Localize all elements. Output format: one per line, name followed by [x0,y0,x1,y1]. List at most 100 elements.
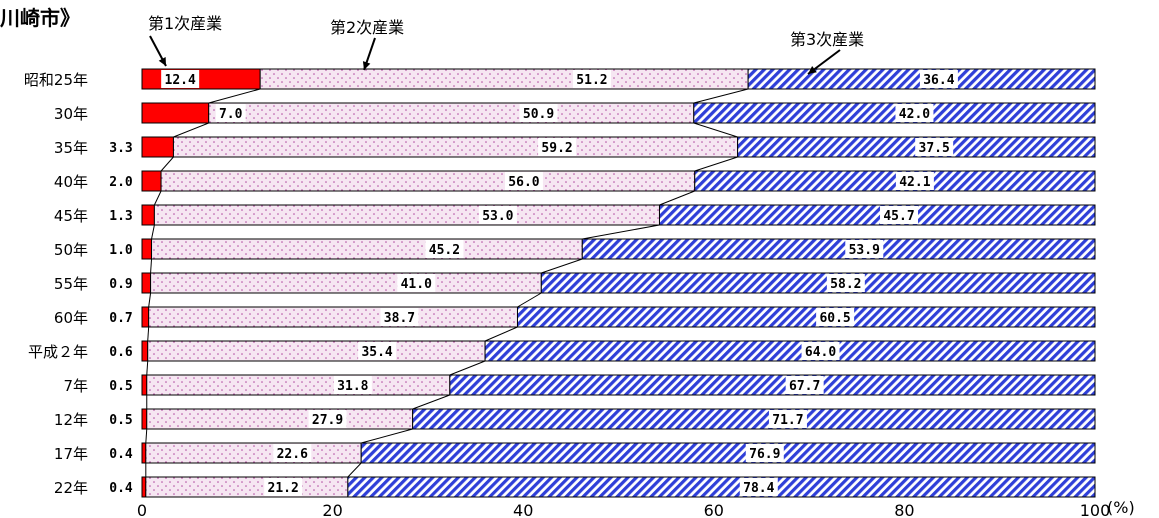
category-label: 22年 [54,479,88,497]
data-label-secondary-bg [478,206,517,224]
data-label-primary: 0.6 [109,345,133,360]
bar-primary [141,374,148,396]
series-line-primary [208,88,261,104]
data-label-secondary-bg [504,172,543,190]
data-label-tertiary: 58.2 [830,277,861,292]
category-label: 30年 [54,105,88,123]
bar-tertiary [658,204,1096,226]
bar-tertiary [516,306,1096,328]
bar-secondary [259,68,749,90]
data-label-tertiary: 42.0 [899,107,930,122]
data-label-primary: 1.3 [109,209,132,224]
data-label-secondary-bg [380,308,419,326]
axis-unit: (%) [1107,498,1135,517]
data-label-primary-bg [106,444,136,462]
data-label-tertiary-bg [880,206,919,224]
category-label: 12年 [54,411,88,429]
data-label-primary-bg [106,206,136,224]
data-label-secondary-bg [425,240,464,258]
series-line-secondary [449,360,486,376]
bar-primary [141,238,153,260]
x-tick-label: 60 [704,501,724,518]
series-line-secondary [484,326,518,342]
data-label-primary: 12.4 [165,73,196,88]
bar-secondary [172,136,739,158]
series-line-primary [151,224,155,240]
data-label-tertiary-bg [919,70,958,88]
series-line-primary [150,258,153,274]
series-line-secondary [361,428,413,444]
data-label-primary-bg [161,70,200,88]
data-label-primary: 0.5 [109,413,132,428]
data-label-tertiary: 64.0 [805,345,836,360]
arrow-tertiary-head [808,66,817,74]
data-label-secondary: 21.2 [268,481,299,496]
bar-tertiary [449,374,1096,396]
series-line-secondary [582,224,660,240]
bar-tertiary [347,476,1096,498]
data-label-secondary-bg [308,410,347,428]
data-label-tertiary: 76.9 [749,447,780,462]
data-label-tertiary-bg [785,376,824,394]
series-line-secondary [694,156,738,172]
data-label-tertiary-bg [768,410,807,428]
arrow-primary-head [158,57,166,66]
data-label-secondary: 35.4 [361,345,392,360]
bar-primary [141,408,148,430]
data-label-secondary: 51.2 [576,73,607,88]
data-label-secondary: 38.7 [384,311,415,326]
data-label-secondary: 50.9 [523,107,554,122]
bar-primary [141,442,147,464]
data-label-primary-bg [106,274,136,292]
bar-secondary [160,170,696,192]
series-line-primary [173,122,209,138]
series-label-tertiary: 第3次産業 [790,30,865,49]
data-label-secondary-bg [538,138,577,156]
bar-secondary [208,102,695,124]
data-label-primary: 0.5 [109,379,132,394]
bar-primary [141,68,261,90]
data-label-secondary: 31.8 [337,379,368,394]
bar-secondary [148,306,518,328]
bar-secondary [146,408,414,430]
category-label: 60年 [54,309,88,327]
series-line-secondary [693,88,749,104]
bar-secondary [147,340,486,362]
bar-secondary [153,204,660,226]
bar-secondary [151,238,583,260]
bar-tertiary [581,238,1096,260]
x-tick-label: 0 [137,501,147,518]
bar-secondary [146,374,451,396]
bar-tertiary [540,272,1096,294]
data-label-primary: 0.4 [109,481,133,496]
data-label-primary: 7.0 [219,107,243,122]
data-label-secondary: 45.2 [429,243,460,258]
data-label-primary-bg [106,376,136,394]
bar-primary [141,476,147,498]
category-label: 昭和25年 [24,71,88,89]
data-label-secondary: 59.2 [541,141,572,156]
data-label-secondary-bg [264,478,303,496]
data-label-primary: 0.4 [109,447,133,462]
data-label-secondary: 53.0 [482,209,513,224]
bar-tertiary [360,442,1096,464]
data-label-tertiary: 71.7 [772,413,803,428]
data-label-secondary-bg [572,70,611,88]
data-label-secondary-bg [397,274,436,292]
series-line-primary [145,428,148,444]
category-label: 40年 [54,173,88,191]
bar-secondary [145,476,349,498]
data-label-tertiary: 37.5 [919,141,950,156]
bar-primary [141,306,150,328]
data-label-primary: 3.3 [109,141,132,156]
data-label-tertiary: 78.4 [743,481,774,496]
data-label-tertiary-bg [739,478,778,496]
bar-tertiary [412,408,1096,430]
bar-primary [141,170,162,192]
data-label-tertiary: 36.4 [923,73,954,88]
x-tick-label: 100 [1080,501,1111,518]
data-label-secondary-bg [273,444,312,462]
series-line-primary [160,156,174,172]
data-label-tertiary: 42.1 [899,175,930,190]
